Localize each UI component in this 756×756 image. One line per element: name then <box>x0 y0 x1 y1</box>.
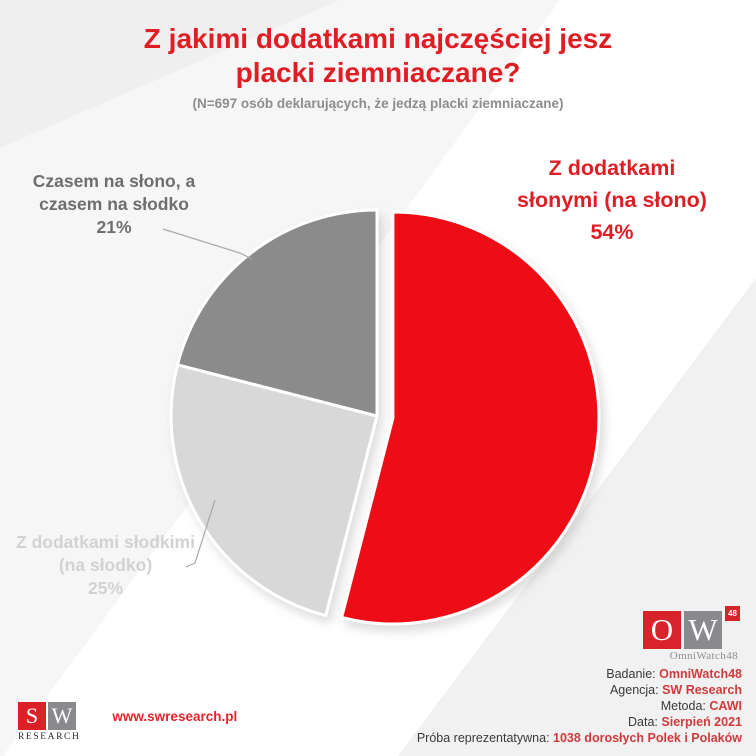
slice-label-sweet-line1: Z dodatkami słodkimi <box>16 532 195 552</box>
meta-value: Sierpień 2021 <box>661 715 742 729</box>
meta-row-badanie: Badanie: OmniWatch48 <box>417 666 742 682</box>
slice-label-mixed-pct: 21% <box>96 217 132 237</box>
sw-research-logo: S W RESEARCH <box>18 702 80 742</box>
meta-label: Badanie: <box>606 667 656 681</box>
page-title-line2: placki ziemniaczane? <box>235 57 521 88</box>
bg-topleft-wedge <box>0 0 340 148</box>
chart-subtitle: (N=697 osób deklarujących, że jedzą plac… <box>192 96 564 111</box>
survey-metadata: Badanie: OmniWatch48 Agencja: SW Researc… <box>417 666 742 746</box>
slice-label-sweet-line2: (na słodko) <box>58 555 153 575</box>
ow-logo-letter-w: W <box>684 611 722 649</box>
meta-row-agencja: Agencja: SW Research <box>417 682 742 698</box>
meta-value: SW Research <box>662 683 742 697</box>
slice-label-mixed: Czasem na słono, a czasem na słodko 21% <box>18 170 210 239</box>
leader-line-21 <box>162 228 253 260</box>
meta-value: OmniWatch48 <box>659 667 742 681</box>
ow-logo-letter-o: O <box>643 611 681 649</box>
meta-label: Próba reprezentatywna: <box>416 731 550 745</box>
slice-label-salty: Z dodatkami słonymi (na słono) 54% <box>468 152 756 248</box>
pie-slice-25% <box>169 363 379 617</box>
meta-label: Agencja: <box>609 683 659 697</box>
sw-logo-letter-w: W <box>48 702 76 730</box>
meta-label: Metoda: <box>660 699 706 713</box>
footer-left: S W RESEARCH www.swresearch.pl <box>18 702 237 742</box>
meta-row-metoda: Metoda: CAWI <box>417 698 742 714</box>
meta-value: CAWI <box>709 699 742 713</box>
page-title-line1: Z jakimi dodatkami najczęściej jesz <box>143 23 613 54</box>
meta-value: 1038 dorosłych Polek i Polaków <box>553 731 742 745</box>
pie-slice-54% <box>340 210 601 626</box>
slice-label-salty-line2: słonymi (na słono) <box>517 188 707 212</box>
sw-logo-caption: RESEARCH <box>18 732 81 742</box>
meta-label: Data: <box>628 715 658 729</box>
website-link[interactable]: www.swresearch.pl <box>112 708 238 724</box>
sw-logo-letter-s: S <box>18 702 46 730</box>
omniwatch-caption: OmniWatch48 <box>669 650 738 662</box>
slice-label-salty-line1: Z dodatkami <box>548 156 676 180</box>
header: Z jakimi dodatkami najczęściej jesz plac… <box>0 22 756 111</box>
meta-row-data: Data: Sierpień 2021 <box>417 714 742 730</box>
slice-label-mixed-line2: czasem na słodko <box>39 194 189 214</box>
omniwatch-logo: O W 48 <box>643 606 740 649</box>
slice-label-sweet: Z dodatkami słodkimi (na słodko) 25% <box>8 531 203 600</box>
slice-label-mixed-line1: Czasem na słono, a <box>32 171 196 191</box>
slice-label-sweet-pct: 25% <box>87 578 124 598</box>
pie-slice-21% <box>176 208 379 418</box>
leader-line-25 <box>185 499 216 568</box>
footer-right: O W 48 OmniWatch48 Badanie: OmniWatch48 … <box>417 606 742 746</box>
meta-row-proba: Próba reprezentatywna: 1038 dorosłych Po… <box>417 730 742 746</box>
ow-logo-badge: 48 <box>725 606 740 621</box>
slice-label-salty-pct: 54% <box>590 220 634 244</box>
